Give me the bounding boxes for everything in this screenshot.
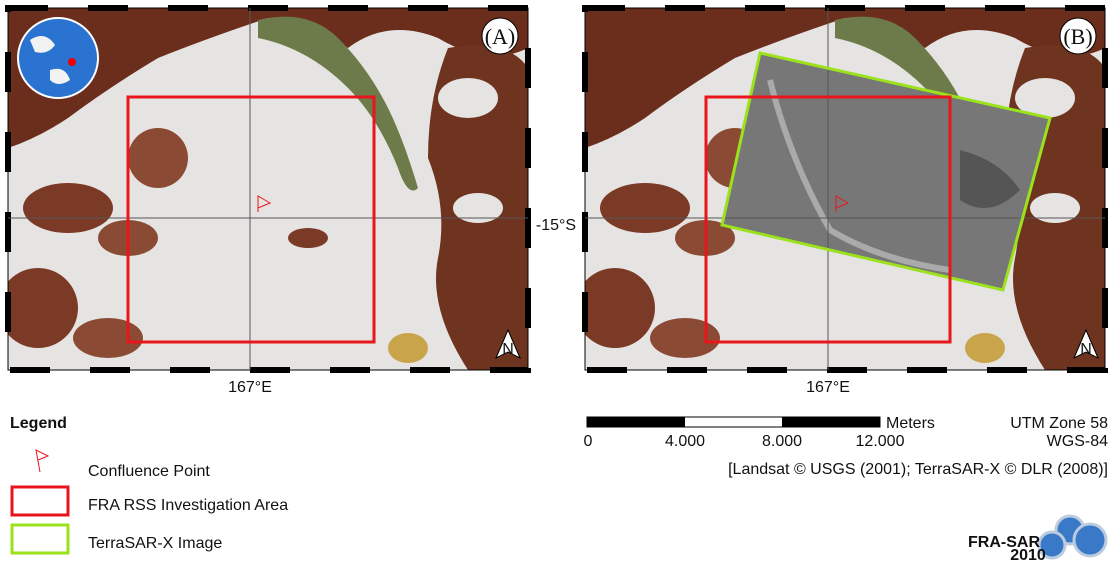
page: (A) N 167°E (B) N 167°E -15°S Legend Con…	[0, 0, 1114, 565]
projection-zone: UTM Zone 58	[1010, 415, 1108, 432]
map-panel-b	[575, 8, 1105, 370]
scale-label: 12.000	[856, 433, 905, 450]
legend-title: Legend	[10, 415, 67, 432]
logo-year: 2010	[1010, 547, 1046, 564]
scale-label: 8.000	[762, 433, 802, 450]
north-label: N	[502, 341, 514, 358]
globe-inset	[18, 18, 98, 98]
panel-label: (A)	[485, 24, 516, 49]
legend-swatch	[12, 525, 68, 553]
projection-datum: WGS-84	[1047, 433, 1108, 450]
north-label: N	[1080, 341, 1092, 358]
figure: (A) N 167°E (B) N 167°E -15°S Legend Con…	[0, 0, 1114, 565]
attribution: [Landsat © USGS (2001); TerraSAR-X © DLR…	[728, 461, 1108, 478]
panel-label: (B)	[1063, 24, 1092, 49]
scale-unit: Meters	[886, 415, 935, 432]
scale-bar-segment	[782, 417, 880, 427]
longitude-label: 167°E	[228, 379, 272, 396]
legend-item: FRA RSS Investigation Area	[88, 497, 288, 514]
scale-label: 4.000	[665, 433, 705, 450]
legend-item: TerraSAR-X Image	[88, 535, 222, 552]
legend-swatch	[12, 487, 68, 515]
logo-globe	[1074, 524, 1106, 556]
longitude-label: 167°E	[806, 379, 850, 396]
legend-flag	[36, 450, 48, 472]
latitude-label: -15°S	[536, 217, 576, 234]
scale-bar-segment	[587, 417, 685, 427]
legend-item: Confluence Point	[88, 463, 210, 480]
globe-location	[68, 58, 76, 66]
scale-label: 0	[584, 433, 593, 450]
